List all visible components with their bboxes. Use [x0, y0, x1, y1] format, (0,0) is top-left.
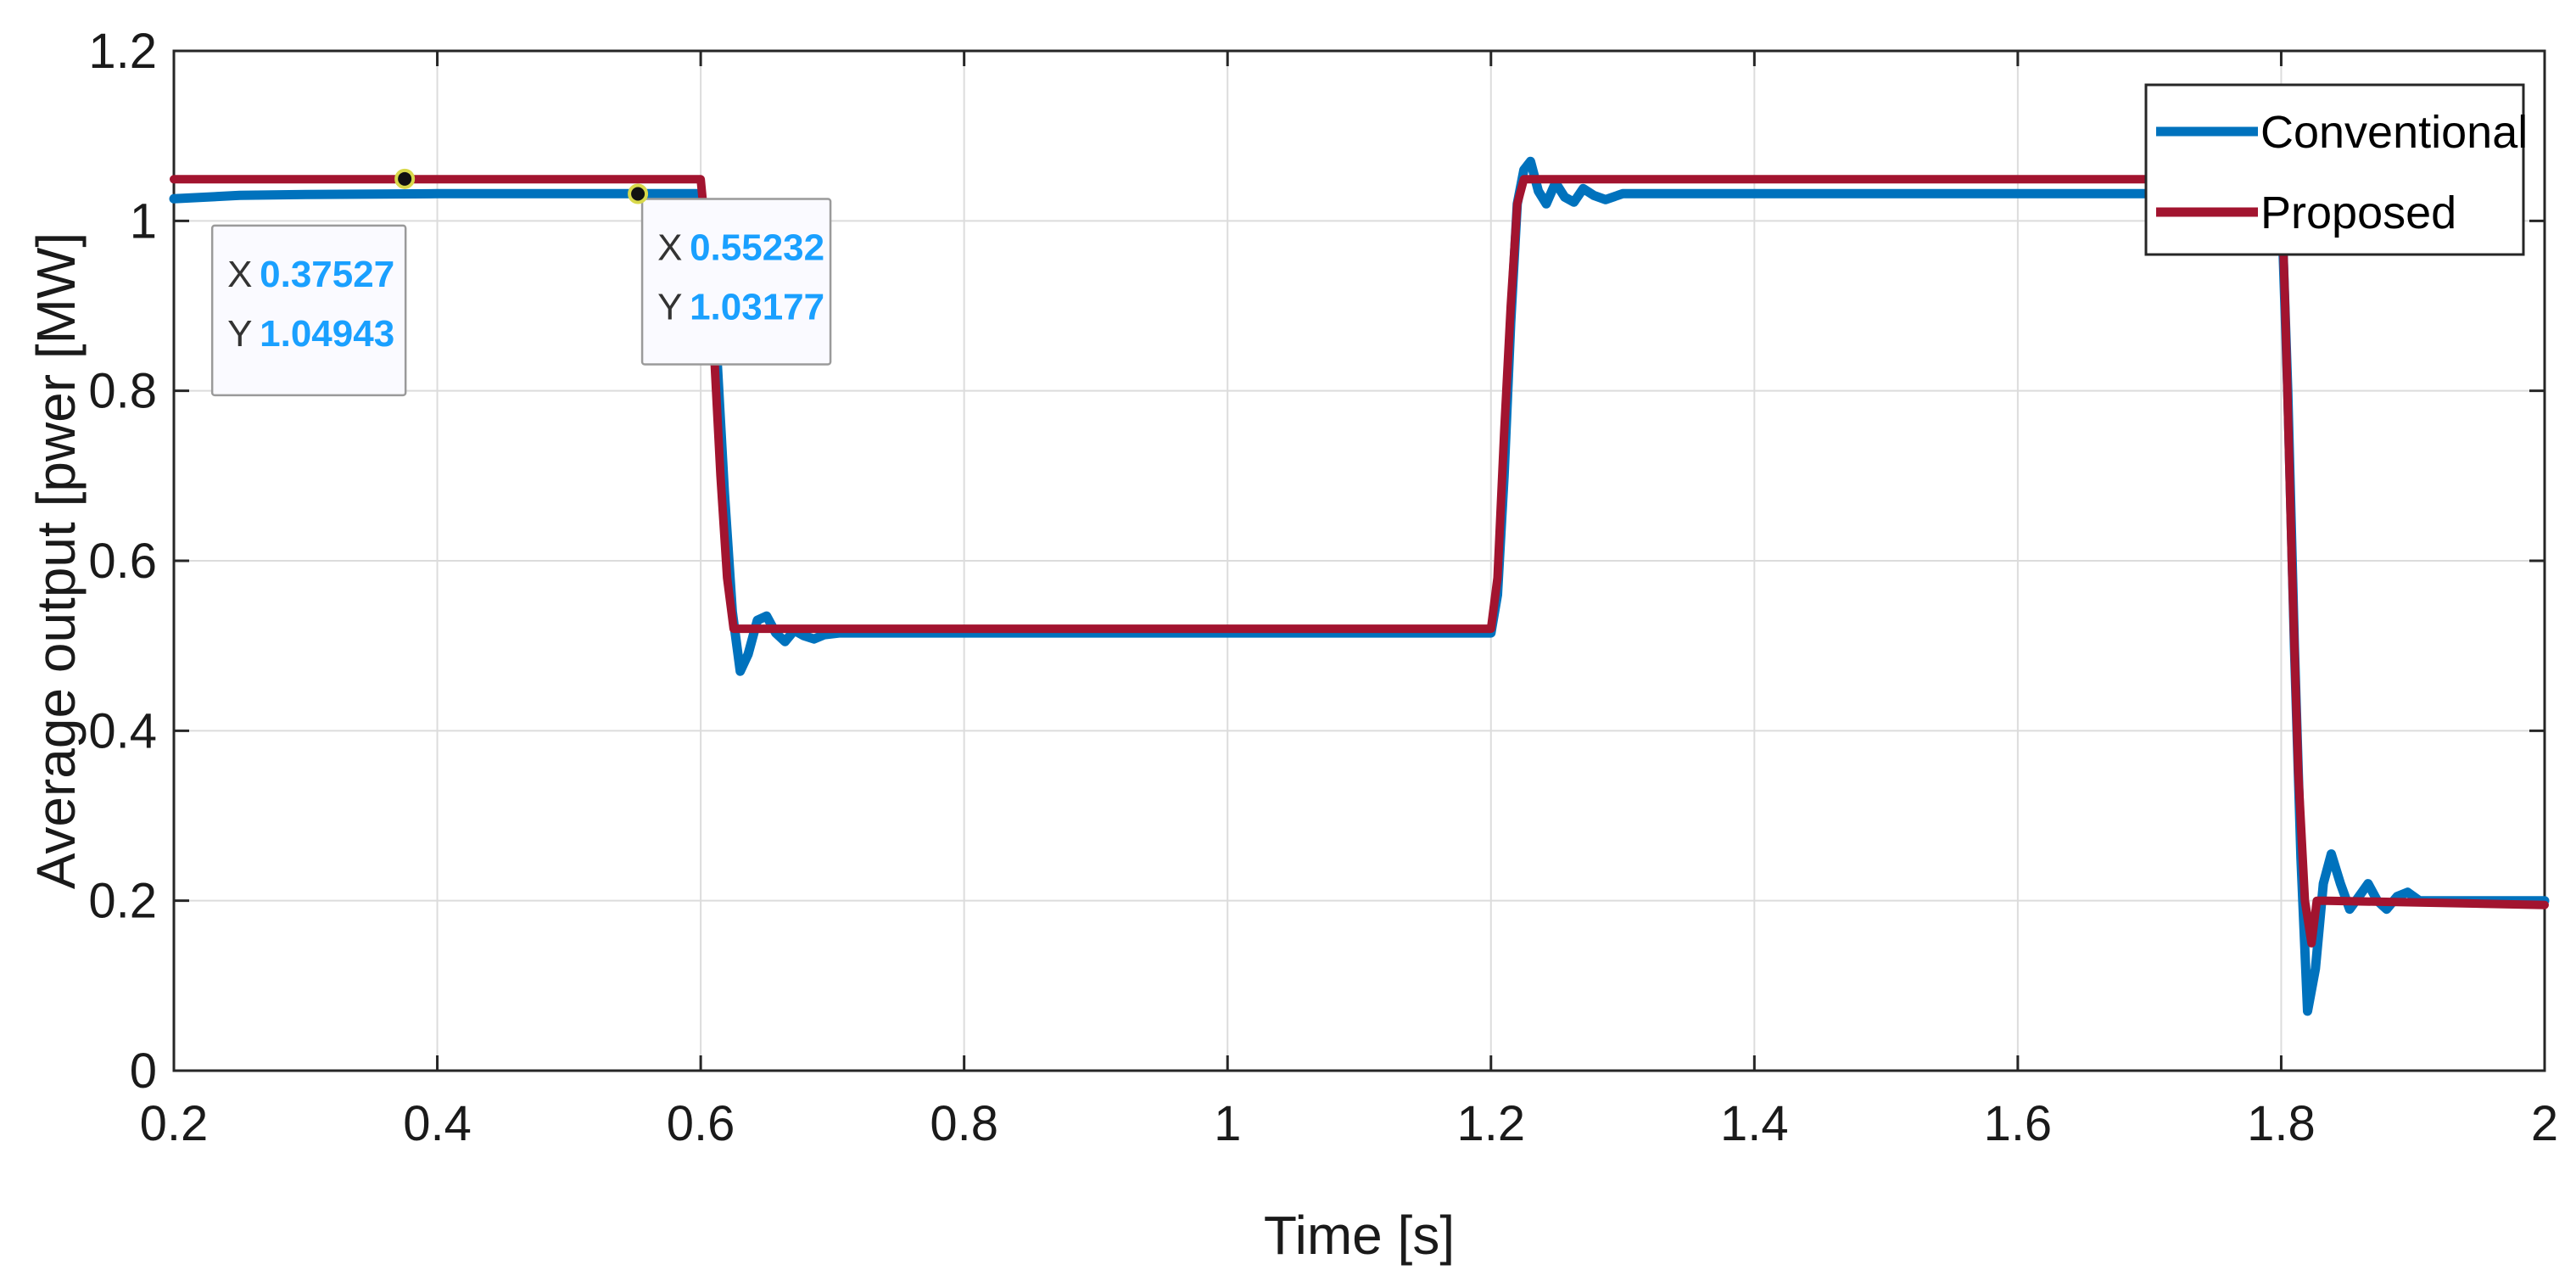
x-tick-label: 1.6	[1984, 1096, 2053, 1151]
datatip-x-value: 0.55232	[690, 227, 824, 269]
legend-box	[2144, 83, 2525, 256]
x-tick-label: 1	[1214, 1096, 1241, 1151]
legend-label-conventional: Conventional	[2260, 107, 2528, 158]
y-tick-label: 1	[130, 193, 157, 249]
legend[interactable]: Conventional Proposed	[2144, 83, 2528, 256]
x-tick-label: 0.8	[930, 1096, 998, 1151]
datatip-marker[interactable]	[628, 183, 649, 204]
datatip-y-value: 1.04943	[260, 313, 394, 355]
y-tick-label: 1.2	[88, 24, 157, 79]
y-tick-label: 0.6	[88, 534, 157, 589]
x-tick-label: 1.2	[1456, 1096, 1525, 1151]
x-axis-label: Time [s]	[1264, 1205, 1455, 1266]
datatip-marker[interactable]	[394, 168, 416, 189]
x-tick-label: 0.6	[667, 1096, 735, 1151]
datatip-box	[640, 198, 832, 366]
legend-label-proposed: Proposed	[2260, 187, 2456, 238]
axis-ticks: 0.2 0.4 0.6 0.8 1 1.2 1.4 1.6 1.8 200.20.40.60.81…	[88, 24, 2558, 1151]
y-tick-label: 0.8	[88, 364, 157, 419]
series-line-proposed	[170, 175, 2549, 948]
x-tick-label: 1.8	[2247, 1096, 2316, 1151]
datatip-y-key: Y	[657, 287, 682, 328]
y-tick-label: 0.4	[88, 703, 157, 758]
y-tick-label: 0.2	[88, 874, 157, 929]
x-tick-label: 0.2	[140, 1096, 209, 1151]
series-lines	[169, 156, 2550, 1016]
datatip-x-value: 0.37527	[260, 254, 394, 295]
datatip-x-key: X	[657, 227, 682, 269]
y-axis-label: Average output [pwer [MW]	[25, 232, 87, 889]
datatip-x-key: X	[227, 254, 252, 295]
datatip-box	[210, 224, 407, 397]
datatip-y-value: 1.03177	[690, 287, 824, 328]
datatip-y-key: Y	[227, 313, 252, 355]
x-tick-label: 1.4	[1720, 1096, 1789, 1151]
y-tick-label: 0	[130, 1044, 157, 1099]
x-tick-label: 2	[2531, 1096, 2558, 1151]
x-tick-label: 0.4	[403, 1096, 472, 1151]
series-line-conventional	[169, 156, 2550, 1016]
